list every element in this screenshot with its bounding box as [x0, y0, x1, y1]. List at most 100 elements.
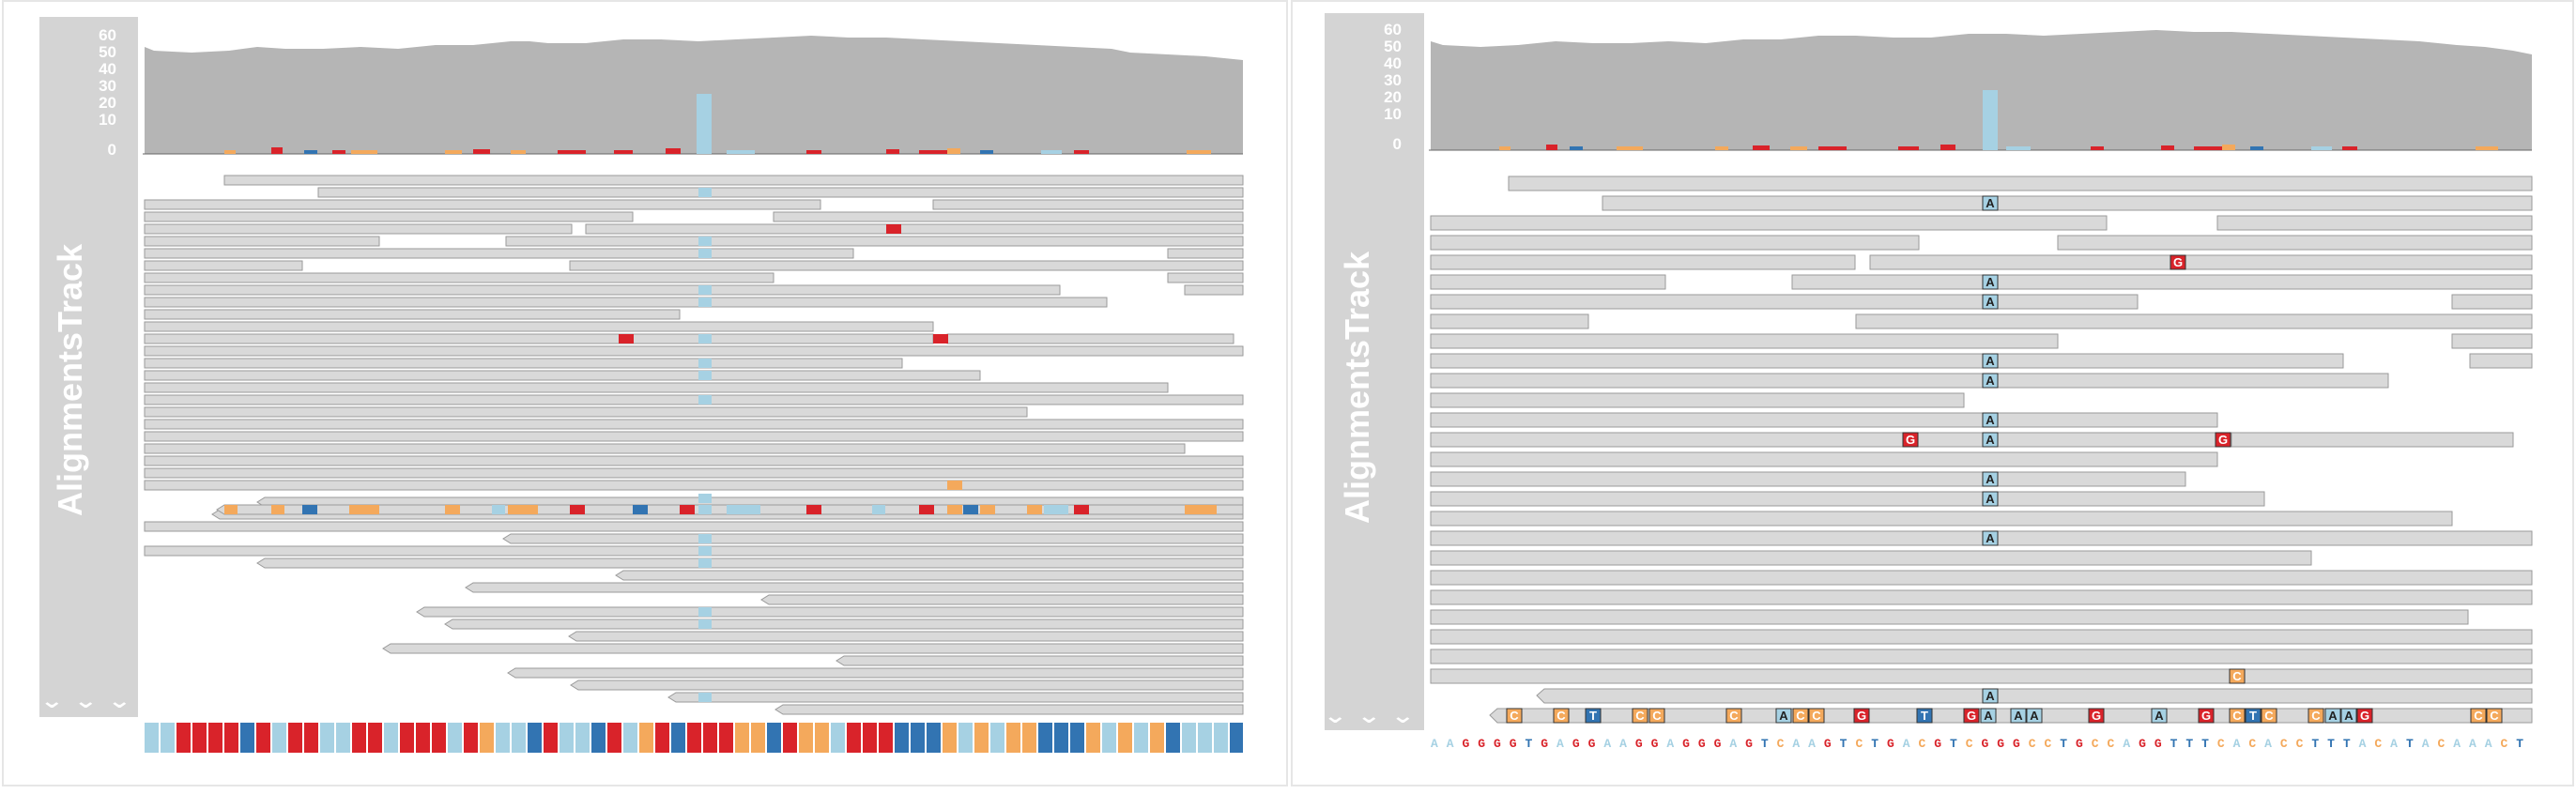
read — [144, 431, 1244, 442]
sequence-base: G — [1997, 737, 2005, 751]
coverage-spike-A — [1983, 90, 1998, 150]
sequence-base: A — [1792, 737, 1801, 751]
chevron-down-icon[interactable]: ⌄ — [39, 689, 65, 712]
read — [1855, 313, 2533, 329]
svg-text:A: A — [2328, 709, 2338, 723]
sequence-base: G — [1587, 737, 1596, 751]
mixed-read — [216, 504, 1244, 515]
chevron-down-icon[interactable]: ⌄ — [1357, 704, 1382, 727]
svg-text:G: G — [2201, 709, 2211, 723]
svg-text:T: T — [2249, 709, 2257, 723]
read — [1430, 668, 2533, 684]
sequence-base: A — [1556, 737, 1564, 751]
read — [144, 272, 774, 283]
svg-text:A: A — [2030, 709, 2039, 723]
sequence-base: C — [1855, 737, 1863, 751]
read — [382, 643, 1244, 654]
alignment-reads[interactable] — [144, 175, 1244, 715]
svg-text:A: A — [1986, 196, 1995, 210]
sequence-base: C — [2500, 737, 2508, 751]
svg-text:A: A — [1986, 413, 1995, 427]
read — [144, 260, 303, 271]
chevron-down-icon[interactable]: ⌄ — [73, 689, 99, 712]
sequence-base: A — [2123, 737, 2131, 751]
read — [1430, 550, 2312, 566]
left-track-canvas[interactable] — [4, 2, 1288, 786]
sequence-base: T — [2201, 737, 2209, 751]
svg-text:C: C — [1635, 709, 1645, 723]
read — [144, 236, 380, 247]
read — [1508, 176, 2533, 191]
sequence-base: G — [1823, 737, 1832, 751]
sequence-base: G — [1650, 737, 1659, 751]
sequence-base: G — [1634, 737, 1643, 751]
axis-tick: 60 — [1384, 21, 1402, 38]
sequence-base: G — [1682, 737, 1690, 751]
svg-text:C: C — [1796, 709, 1805, 723]
read — [946, 333, 1234, 344]
sequence-base: G — [1572, 737, 1580, 751]
sequence-base: A — [1431, 737, 1438, 751]
read — [1430, 471, 2186, 487]
svg-text:A: A — [1986, 275, 1995, 289]
chevron-down-icon[interactable]: ⌄ — [1323, 704, 1348, 727]
read — [760, 594, 1244, 605]
sequence-base: G — [1886, 737, 1894, 751]
sequence-base: C — [2279, 737, 2288, 751]
read — [144, 199, 821, 210]
read — [144, 333, 934, 344]
sequence-base: C — [2044, 737, 2052, 751]
chevron-down-icon[interactable]: ⌄ — [107, 689, 132, 712]
svg-text:C: C — [1812, 709, 1821, 723]
sequence-base: T — [1839, 737, 1848, 751]
read — [1430, 333, 2059, 349]
chevron-down-icon[interactable]: ⌄ — [1390, 704, 1416, 727]
read — [774, 704, 1244, 715]
read — [505, 236, 1244, 247]
read — [667, 692, 1244, 703]
sequence-base: T — [1949, 737, 1957, 751]
coverage-area — [145, 36, 1243, 154]
read — [144, 521, 1244, 532]
read — [144, 394, 1244, 405]
svg-text:C: C — [2264, 709, 2274, 723]
read — [1791, 274, 2533, 290]
read — [836, 655, 1244, 666]
sequence-base: C — [2091, 737, 2099, 751]
svg-text:C: C — [1556, 709, 1566, 723]
read — [416, 606, 1244, 618]
alignment-reads[interactable] — [1430, 176, 2533, 724]
track-header-bar[interactable] — [39, 17, 138, 717]
read — [502, 533, 1244, 544]
reference-blocks — [145, 723, 1243, 753]
read — [2469, 353, 2533, 369]
read — [1430, 412, 2218, 428]
axis-tick: 20 — [1384, 88, 1402, 106]
svg-text:T: T — [1589, 709, 1597, 723]
sequence-base: T — [1525, 737, 1533, 751]
right-track-canvas[interactable]: A G A A A A A G A G A A A C A C C T C C … — [1293, 2, 2574, 786]
read — [1430, 432, 2218, 448]
read — [144, 370, 981, 381]
read — [2057, 235, 2533, 251]
svg-text:C: C — [2232, 709, 2242, 723]
read — [144, 345, 1244, 357]
read — [144, 467, 1244, 479]
read — [1430, 649, 2533, 664]
svg-text:T: T — [1921, 709, 1928, 723]
sequence-base: A — [1808, 737, 1816, 751]
read — [2451, 294, 2533, 310]
axis-tick: 40 — [99, 60, 116, 78]
read — [1430, 629, 2533, 645]
read — [1430, 570, 2533, 586]
track-header-bar[interactable] — [1325, 13, 1424, 730]
svg-text:C: C — [1510, 709, 1519, 723]
svg-text:G: G — [2092, 709, 2101, 723]
svg-text:A: A — [1986, 295, 1995, 309]
sequence-base: G — [1745, 737, 1753, 751]
axis-tick: 20 — [99, 94, 116, 112]
sequence-base: A — [2453, 737, 2461, 751]
sequence-base: A — [1666, 737, 1675, 751]
read — [144, 455, 1244, 466]
axis-tick: 30 — [1384, 71, 1402, 89]
